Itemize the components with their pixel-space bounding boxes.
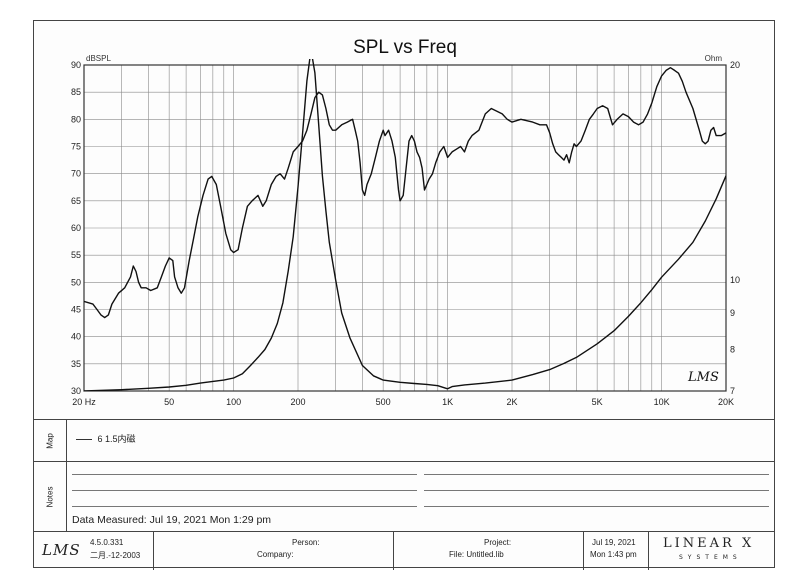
y-right-unit: Ohm bbox=[705, 54, 723, 63]
y-right-tick-label: 7 bbox=[730, 386, 735, 396]
note-line bbox=[72, 474, 417, 475]
notes-section: Notes Data Measured: Jul 19, 2021 Mon 1:… bbox=[34, 461, 774, 532]
footer-project-cell: Project: File: Untitled.lib bbox=[394, 532, 584, 570]
brand-logo: LINEAR X bbox=[663, 536, 755, 551]
y-right-tick-label: 9 bbox=[730, 308, 735, 318]
file-label: File: Untitled.lib bbox=[449, 550, 504, 559]
notes-label-box: Notes bbox=[34, 462, 67, 532]
y-left-tick-label: 80 bbox=[71, 114, 81, 124]
version: 4.5.0.331 bbox=[90, 538, 124, 547]
notes-label: Notes bbox=[45, 486, 55, 508]
y-left-unit: dBSPL bbox=[86, 54, 111, 63]
x-tick-label: 10K bbox=[654, 397, 670, 407]
x-tick-label: 5K bbox=[592, 397, 603, 407]
note-line bbox=[72, 490, 417, 491]
y-left-tick-label: 90 bbox=[71, 60, 81, 70]
x-tick-label: 20K bbox=[718, 397, 734, 407]
y-right-tick-label: 10 bbox=[730, 275, 740, 285]
note-line bbox=[72, 506, 417, 507]
x-tick-label: 500 bbox=[376, 397, 391, 407]
y-left-tick-label: 40 bbox=[71, 332, 81, 342]
map-section: Map 6 1.5内磁 bbox=[34, 419, 774, 462]
spl-vs-freq-chart: SPL vs Freq dBSPL Ohm 30 35 40 45 50 55 60 65 70 75 8… bbox=[71, 37, 740, 407]
footer-brand-cell: LINEAR X SYSTEMS bbox=[649, 532, 774, 570]
y-right-tick-label: 8 bbox=[730, 345, 735, 355]
y-left-tick-label: 55 bbox=[71, 250, 81, 260]
note-line bbox=[424, 490, 769, 491]
map-entry-text: 6 1.5内磁 bbox=[97, 434, 136, 444]
map-label-box: Map bbox=[34, 420, 67, 462]
company-label: Company: bbox=[257, 550, 294, 559]
plot-border bbox=[83, 64, 727, 392]
footer-logo-cell: LMS 4.5.0.331 二月.-12-2003 bbox=[34, 532, 154, 570]
footer-person-cell: Person: Company: bbox=[154, 532, 394, 570]
person-label: Person: bbox=[292, 538, 320, 547]
print-time: Mon 1:43 pm bbox=[590, 550, 637, 559]
map-entry: 6 1.5内磁 bbox=[76, 432, 136, 445]
x-tick-label: 200 bbox=[290, 397, 305, 407]
x-tick-label: 20 Hz bbox=[72, 397, 96, 407]
y-left-tick-label: 35 bbox=[71, 359, 81, 369]
y-left-tick-label: 70 bbox=[71, 169, 81, 179]
print-date: Jul 19, 2021 bbox=[592, 538, 636, 547]
impedance-series-line bbox=[84, 59, 726, 391]
x-tick-label: 100 bbox=[226, 397, 241, 407]
x-tick-label: 2K bbox=[506, 397, 517, 407]
data-measured: Data Measured: Jul 19, 2021 Mon 1:29 pm bbox=[72, 514, 272, 526]
lms-annotation: LMS bbox=[687, 370, 719, 385]
footer: LMS 4.5.0.331 二月.-12-2003 Person: Compan… bbox=[34, 531, 774, 570]
y-left-tick-label: 30 bbox=[71, 386, 81, 396]
legend-line-icon bbox=[76, 439, 92, 441]
note-line bbox=[424, 474, 769, 475]
y-left-tick-label: 65 bbox=[71, 196, 81, 206]
y-left-tick-label: 75 bbox=[71, 142, 81, 152]
chart-title: SPL vs Freq bbox=[353, 37, 457, 58]
footer-date-cell: Jul 19, 2021 Mon 1:43 pm bbox=[584, 532, 649, 570]
y-right-tick-label: 20 bbox=[730, 60, 740, 70]
y-left-tick-label: 45 bbox=[71, 305, 81, 315]
note-line bbox=[424, 506, 769, 507]
spl-series-line bbox=[84, 67, 726, 319]
y-left-tick-label: 50 bbox=[71, 277, 81, 287]
lms-logo: LMS bbox=[42, 541, 81, 559]
y-left-tick-label: 60 bbox=[71, 223, 81, 233]
version-date: 二月.-12-2003 bbox=[90, 551, 141, 560]
project-label: Project: bbox=[484, 538, 512, 547]
map-label: Map bbox=[45, 433, 55, 449]
x-tick-label: 1K bbox=[442, 397, 453, 407]
brand-subtitle: SYSTEMS bbox=[679, 554, 742, 561]
x-tick-label: 50 bbox=[164, 397, 174, 407]
y-left-tick-label: 85 bbox=[71, 87, 81, 97]
report-frame: SPL vs Freq dBSPL Ohm 30 35 40 45 50 55 60 65 70 75 8… bbox=[33, 20, 775, 570]
